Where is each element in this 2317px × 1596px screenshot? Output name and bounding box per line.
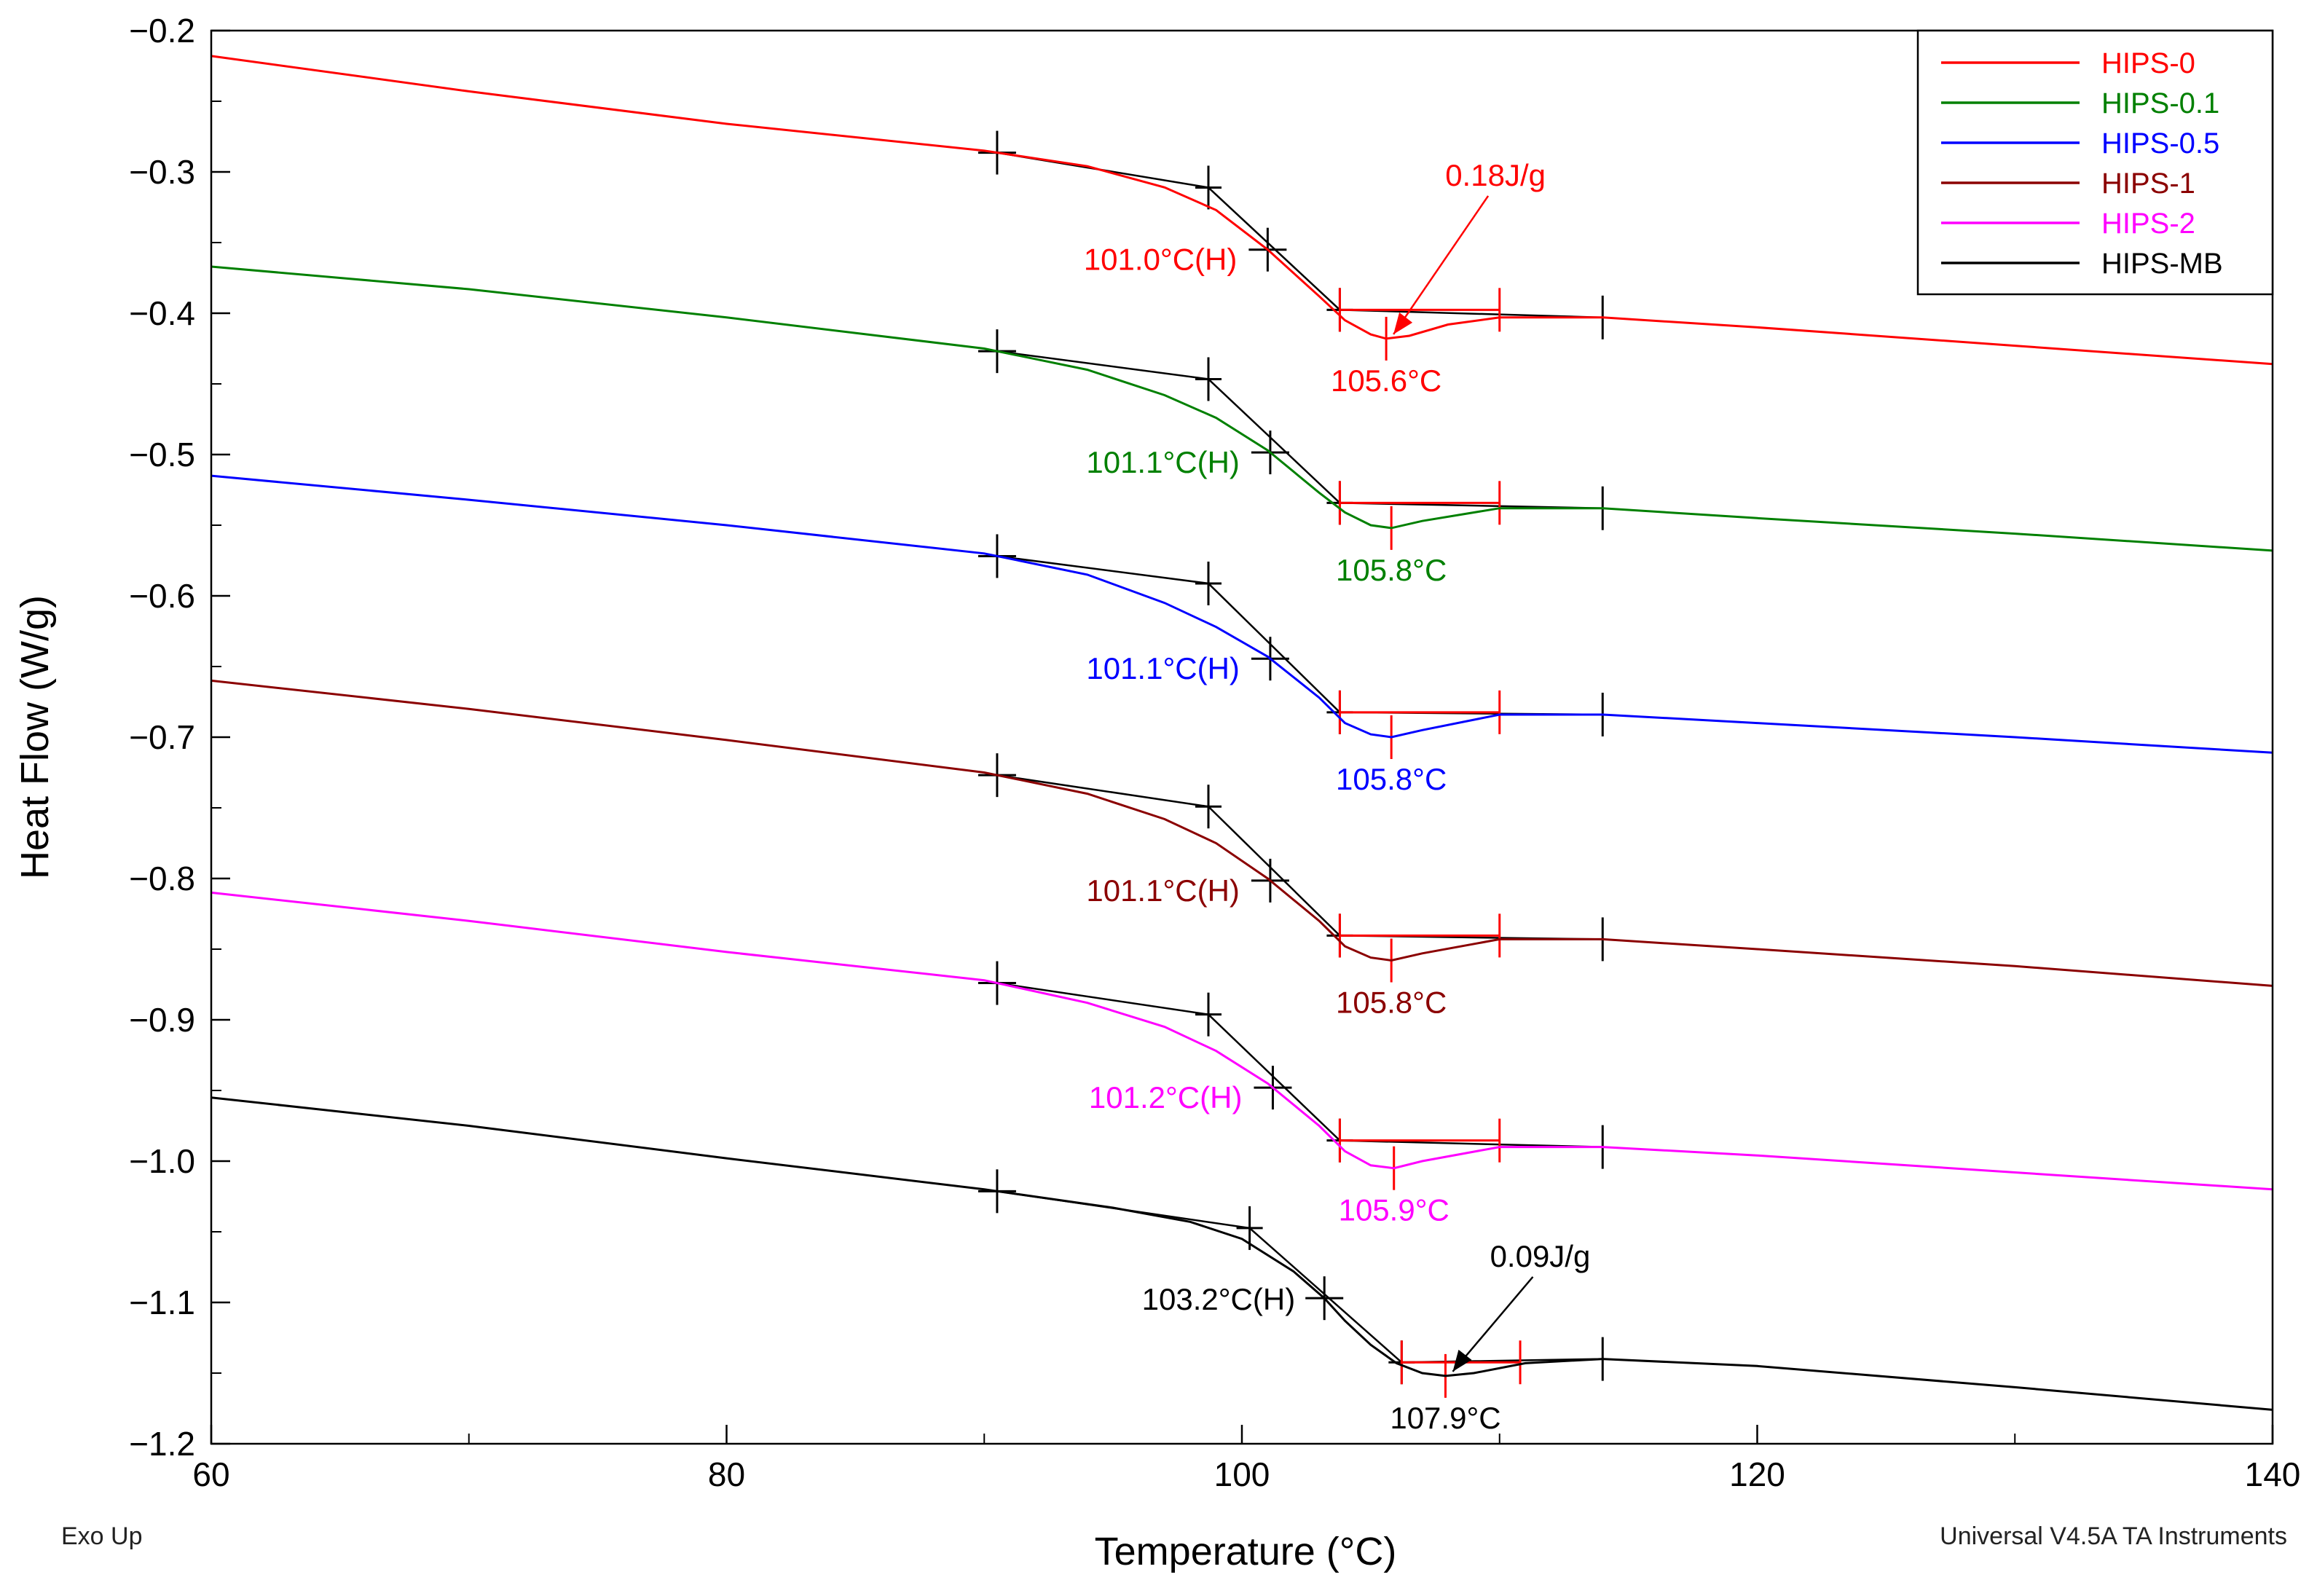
series-line (211, 55, 2273, 366)
annotations: 101.0°C(H) 105.6°C 0.18J/g 101.1°C(H) 105.8°… (1084, 158, 1591, 1435)
y-tick-label: −0.5 (129, 436, 195, 473)
x-tick-label: 120 (1729, 1455, 1785, 1493)
x-tick-label: 100 (1214, 1455, 1270, 1493)
peak-temperature-label: 105.9°C (1339, 1193, 1449, 1227)
legend-label: HIPS-0.1 (2101, 87, 2219, 119)
tick-labels: 60 80 100 120 140 −0.2 −0.3 −0.4 −0.5 −0.6 −0.7 −0.… (129, 12, 2300, 1493)
enthalpy-arrowhead (1393, 312, 1413, 334)
y-tick-label: −1.2 (129, 1425, 195, 1463)
enthalpy-arrow (1393, 195, 1490, 335)
glass-transition-label: 101.2°C(H) (1089, 1080, 1243, 1115)
y-tick-label: −0.8 (129, 860, 195, 897)
peak-temperature-label: 105.8°C (1336, 762, 1447, 796)
series-line (211, 679, 2273, 987)
y-tick-label: −0.9 (129, 1001, 195, 1039)
enthalpy-arrowhead (1452, 1349, 1472, 1372)
tangent-line (996, 350, 1603, 509)
series-line (211, 474, 2273, 754)
tangent-line (996, 982, 1603, 1148)
tangent-line (996, 555, 1603, 716)
y-tick-label: −0.6 (129, 577, 195, 615)
series-line (211, 1096, 2273, 1411)
glass-transition-label: 101.0°C(H) (1084, 243, 1238, 277)
series-line (211, 891, 2273, 1191)
x-tick-label: 140 (2245, 1455, 2301, 1493)
software-label: Universal V4.5A TA Instruments (1940, 1522, 2287, 1550)
peak-temperature-label: 105.8°C (1336, 986, 1447, 1020)
x-tick-label: 80 (708, 1455, 745, 1493)
enthalpy-label: 0.18J/g (1445, 158, 1546, 192)
glass-transition-label: 103.2°C(H) (1142, 1282, 1296, 1316)
y-tick-label: −1.1 (129, 1284, 195, 1321)
y-tick-label: −0.4 (129, 294, 195, 332)
series-line (211, 265, 2273, 552)
legend-label: HIPS-2 (2101, 208, 2195, 240)
legend-box (1916, 29, 2274, 296)
enthalpy-label: 0.09J/g (1490, 1239, 1591, 1273)
legend-label: HIPS-0 (2101, 47, 2195, 79)
peak-temperature-label: 105.6°C (1331, 363, 1441, 398)
glass-transition-label: 101.1°C(H) (1086, 873, 1240, 908)
y-tick-label: −1.0 (129, 1142, 195, 1180)
x-tick-label: 60 (192, 1455, 229, 1493)
y-tick-label: −0.7 (129, 718, 195, 756)
legend-label: HIPS-MB (2101, 248, 2223, 280)
peak-temperature-label: 105.8°C (1336, 553, 1447, 587)
legend-label: HIPS-0.5 (2101, 127, 2219, 160)
peak-temperature-label: 107.9°C (1390, 1401, 1500, 1435)
y-tick-label: −0.2 (129, 12, 195, 50)
y-axis-title: Heat Flow (W/g) (13, 595, 57, 879)
x-axis-title: Temperature (°C) (1095, 1530, 1397, 1573)
exo-up-label: Exo Up (61, 1522, 143, 1550)
series-lines (211, 55, 2273, 1411)
tangent-line (996, 774, 1603, 940)
plot-frame (210, 29, 2274, 1445)
y-tick-label: −0.3 (129, 153, 195, 191)
legend: HIPS-0 HIPS-0.1 HIPS-0.5 HIPS-1 HIPS-2 HIPS-M… (1916, 29, 2274, 296)
legend-label: HIPS-1 (2101, 168, 2195, 200)
glass-transition-label: 101.1°C(H) (1086, 651, 1240, 685)
glass-transition-label: 101.1°C(H) (1086, 445, 1240, 479)
